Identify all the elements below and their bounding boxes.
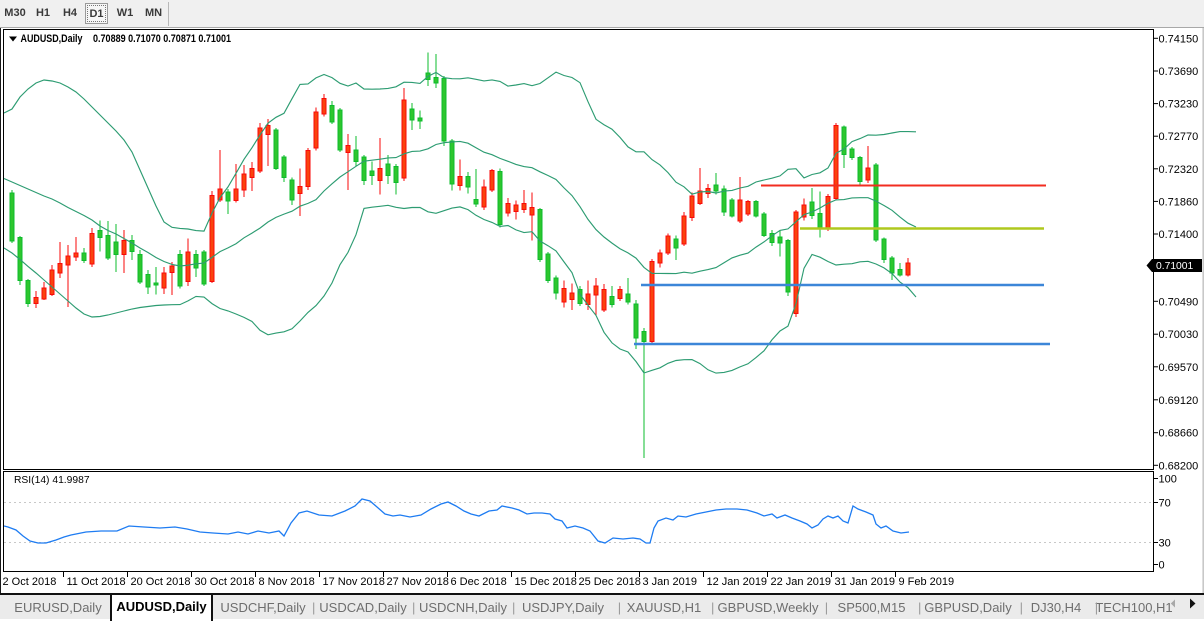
svg-text:2 Oct 2018: 2 Oct 2018 [3, 576, 57, 588]
svg-text:12 Jan 2019: 12 Jan 2019 [707, 576, 768, 588]
svg-text:0.73690: 0.73690 [1159, 66, 1199, 78]
svg-text:8 Nov 2018: 8 Nov 2018 [259, 576, 315, 588]
svg-text:0.71001: 0.71001 [1156, 261, 1193, 272]
svg-text:20 Oct 2018: 20 Oct 2018 [131, 576, 191, 588]
svg-text:6 Dec 2018: 6 Dec 2018 [451, 576, 507, 588]
svg-text:70: 70 [1159, 498, 1171, 510]
svg-text:11 Oct 2018: 11 Oct 2018 [67, 576, 126, 588]
svg-text:0.69120: 0.69120 [1159, 395, 1199, 407]
svg-text:31 Jan 2019: 31 Jan 2019 [835, 576, 896, 588]
svg-text:27 Nov 2018: 27 Nov 2018 [387, 576, 449, 588]
svg-text:9 Feb 2019: 9 Feb 2019 [899, 576, 955, 588]
svg-text:0.68200: 0.68200 [1159, 460, 1199, 472]
svg-text:0.73230: 0.73230 [1159, 99, 1199, 111]
svg-text:0.70030: 0.70030 [1159, 329, 1199, 341]
svg-text:0.70490: 0.70490 [1159, 296, 1199, 308]
svg-text:3 Jan 2019: 3 Jan 2019 [643, 576, 697, 588]
svg-text:0.72770: 0.72770 [1159, 131, 1199, 143]
svg-text:0.69570: 0.69570 [1159, 362, 1199, 374]
svg-text:100: 100 [1159, 474, 1177, 486]
svg-text:0.74150: 0.74150 [1159, 33, 1199, 45]
svg-text:0.71400: 0.71400 [1159, 229, 1199, 241]
svg-text:30: 30 [1159, 538, 1171, 550]
svg-text:25 Dec 2018: 25 Dec 2018 [579, 576, 641, 588]
svg-text:AUDUSD,Daily: AUDUSD,Daily [21, 33, 84, 45]
svg-text:0.70889 0.71070 0.70871 0.7100: 0.70889 0.71070 0.70871 0.71001 [93, 33, 231, 45]
svg-text:0.68660: 0.68660 [1159, 428, 1199, 440]
svg-text:0.72320: 0.72320 [1159, 164, 1199, 176]
svg-text:RSI(14) 41.9987: RSI(14) 41.9987 [14, 475, 90, 486]
svg-text:0.71860: 0.71860 [1159, 196, 1199, 208]
svg-text:15 Dec 2018: 15 Dec 2018 [515, 576, 577, 588]
svg-text:0: 0 [1159, 560, 1165, 572]
svg-text:30 Oct 2018: 30 Oct 2018 [195, 576, 255, 588]
svg-text:22 Jan 2019: 22 Jan 2019 [771, 576, 832, 588]
svg-text:17 Nov 2018: 17 Nov 2018 [323, 576, 385, 588]
